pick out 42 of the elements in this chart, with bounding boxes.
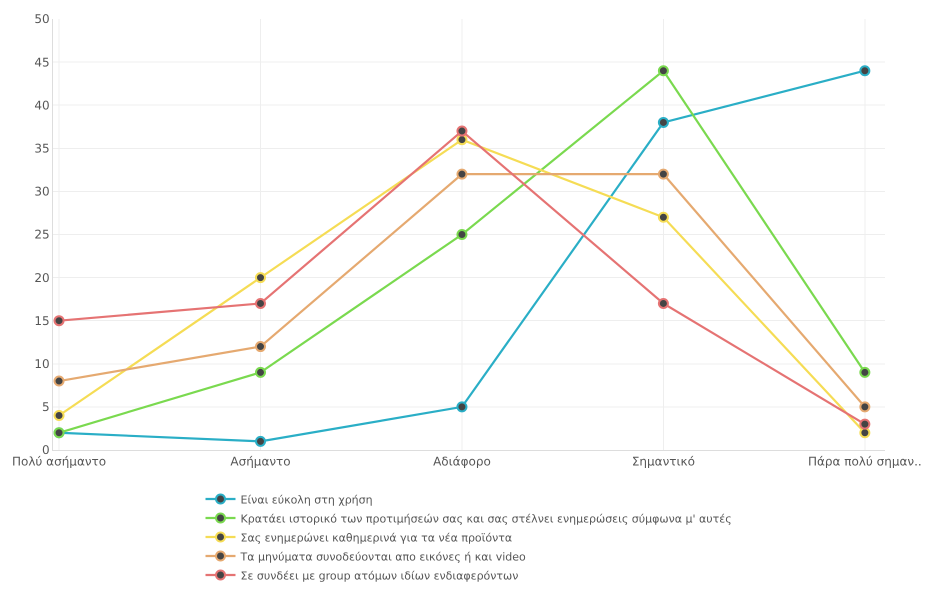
point [859,427,870,438]
y-tick-label: 10 [34,357,50,371]
point [255,436,266,447]
y-tick-label: 50 [34,12,50,26]
point [456,229,468,240]
point [456,401,468,412]
legend-label: Σας ενημερώνει καθημερινά για τα νέα προϊόντα [240,531,512,544]
point [658,168,669,180]
legend-label: Σε συνδέει με group ατόμων ιδίων ενδιαφερόντων [240,569,518,582]
point [255,341,266,352]
point [859,418,870,430]
y-tick-label: 35 [34,142,50,156]
y-tick-label: 25 [34,228,50,242]
legend-label: Κρατάει ιστορικό των προτιμήσεών σας και σας στέλνει ενημερώσεις σύμφωνα μ' αυτές [240,512,732,526]
x-tick-label: Αδιάφορο [433,454,491,468]
point [255,272,266,284]
legend-label: Τα μηνύματα συνοδεύονται απο εικόνες ή και video [240,550,526,564]
point [859,366,870,378]
point [456,134,468,146]
point [658,212,669,223]
point [54,315,65,326]
y-tick-label: 5 [42,400,50,414]
point [658,65,669,76]
y-tick-label: 20 [34,270,50,285]
y-tick-label: 45 [34,55,50,70]
x-tick-label: Ασήμαντο [230,454,291,468]
point [255,366,266,378]
point [859,65,870,76]
y-tick-label: 40 [34,98,50,112]
y-tick-label: 30 [34,184,50,199]
point [255,298,266,309]
point [456,126,468,137]
x-tick-label: Πάρα πολύ σημαν.. [808,454,922,468]
point [658,298,669,309]
point [658,116,669,128]
point [456,168,468,180]
legend-label: Είναι εύκολη στη χρήση [240,493,373,506]
point [54,410,65,422]
x-tick-label: Σημαντικό [632,454,695,468]
point [54,376,65,387]
point [859,401,870,412]
y-tick-label: 15 [34,314,50,328]
